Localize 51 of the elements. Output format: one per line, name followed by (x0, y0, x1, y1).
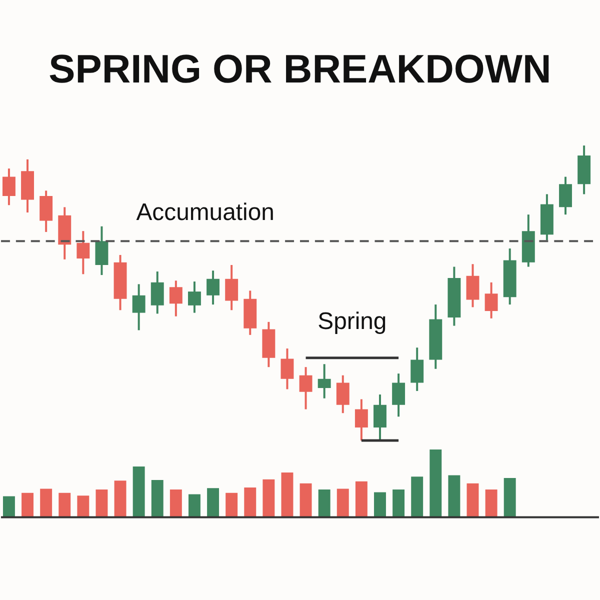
bar (355, 481, 368, 518)
candlestick (559, 176, 572, 216)
candlestick (280, 347, 294, 390)
candlestick (484, 281, 498, 320)
candlestick (132, 283, 146, 332)
candlestick (336, 374, 350, 414)
bar (170, 489, 182, 518)
bar (504, 478, 516, 518)
candlestick (299, 366, 312, 410)
bar (336, 488, 349, 518)
candlestick (354, 398, 368, 442)
candlestick (392, 372, 406, 418)
ref-line-label: Accumuation (136, 199, 274, 226)
bar (244, 487, 256, 518)
candlestick (225, 264, 238, 312)
bar (281, 472, 294, 518)
bar (40, 488, 52, 518)
candlestick (76, 230, 90, 276)
bar (262, 479, 275, 518)
candlestick (95, 225, 108, 276)
bar (300, 483, 312, 518)
candlestick (374, 394, 386, 441)
bar (96, 489, 108, 518)
bar (151, 480, 164, 518)
candlestick (206, 270, 220, 306)
bar (77, 496, 90, 518)
bar (448, 475, 460, 518)
candlestick (150, 270, 164, 315)
bar (22, 492, 34, 518)
candlestick (188, 280, 201, 314)
candlestick (410, 346, 424, 392)
bar (132, 466, 145, 518)
series-label: Spring (318, 308, 387, 336)
bar (392, 489, 405, 518)
bar (485, 489, 498, 518)
bar (114, 480, 126, 518)
candlestick (318, 363, 331, 400)
candlestick (466, 263, 480, 308)
bar (318, 489, 330, 518)
bar (207, 488, 220, 518)
bar (430, 450, 442, 518)
bar (466, 483, 479, 518)
bar (188, 494, 200, 518)
bar (58, 492, 71, 518)
candlestick (2, 168, 16, 206)
bar (226, 492, 238, 518)
candlestick (169, 280, 182, 318)
chart-title: SPRING OR BREAKDOWN (48, 48, 552, 92)
bar (2, 496, 15, 518)
bar (411, 476, 424, 518)
bar (374, 492, 386, 518)
